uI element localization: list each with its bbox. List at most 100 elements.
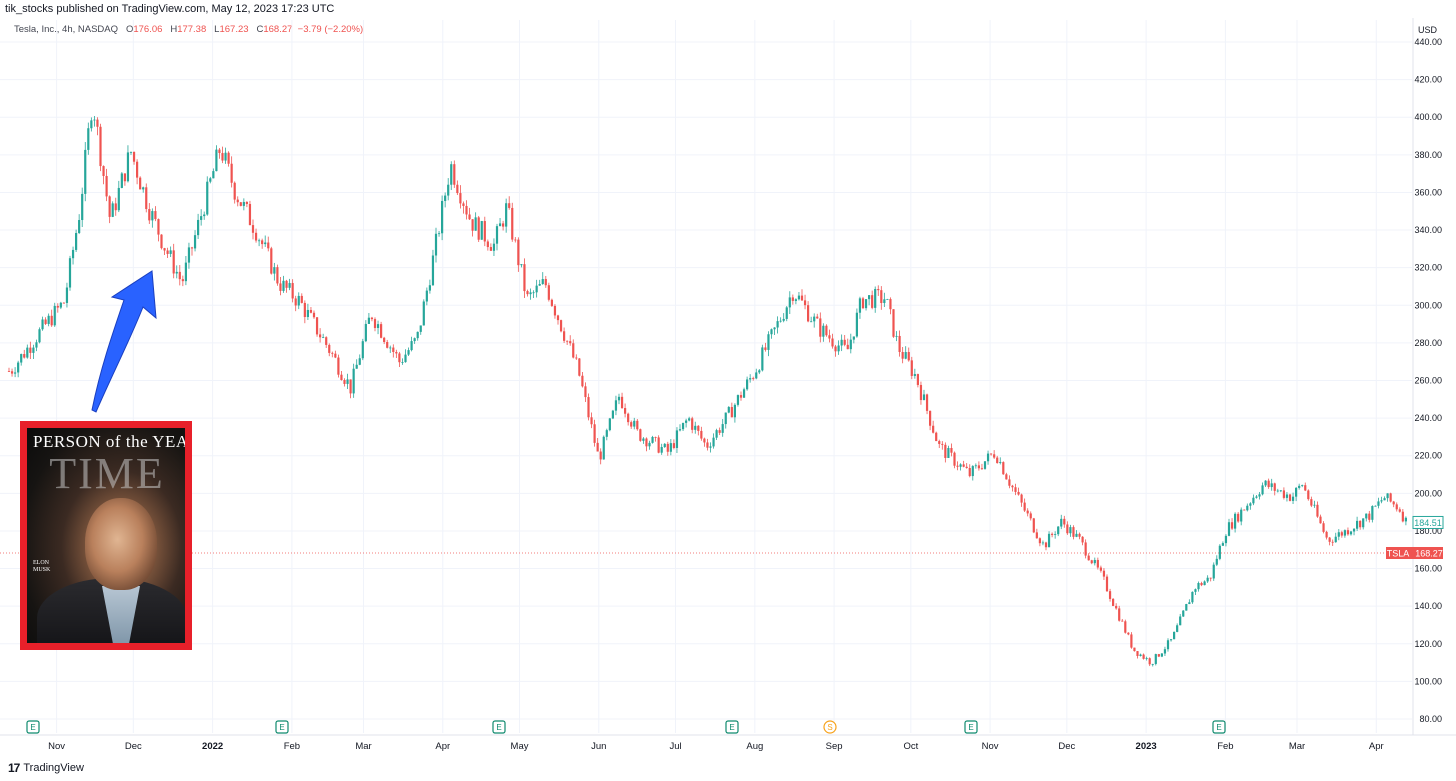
candle-body (929, 410, 932, 426)
x-tick-label: Sep (826, 741, 843, 752)
candle-body (78, 220, 81, 234)
candle-body (361, 341, 364, 359)
candle-body (855, 312, 858, 337)
candle-body (538, 284, 541, 286)
earnings-event-icon (1212, 720, 1226, 734)
candle-body (709, 446, 712, 448)
y-tick-label: 300.00 (1414, 300, 1442, 310)
candle-body (678, 429, 682, 431)
x-tick-label: 2023 (1136, 741, 1157, 752)
candle-body (602, 436, 605, 460)
candle-body (1371, 506, 1374, 520)
symbol-price-tag: TSLA (1387, 549, 1410, 559)
candle-body (508, 203, 511, 208)
candle-body (544, 279, 547, 286)
candle-body (1227, 522, 1231, 536)
candle-body (505, 203, 508, 227)
candle-body (10, 371, 14, 374)
candle-body (53, 305, 56, 326)
candle-body (1115, 605, 1118, 609)
candle-body (1295, 487, 1298, 497)
open-label: O (125, 24, 134, 35)
candle-body (203, 214, 206, 217)
candle-body (1331, 541, 1334, 543)
candle-body (746, 379, 749, 390)
candle-body (1069, 527, 1072, 534)
candle-body (111, 203, 114, 217)
x-tick-label: 2022 (202, 741, 223, 752)
candle-body (181, 279, 184, 282)
cover-face (85, 498, 157, 590)
candle-body (1301, 485, 1304, 486)
candle-body (834, 346, 837, 352)
candle-body (1218, 545, 1221, 559)
candle-body (300, 295, 303, 303)
time-cover-image: TIME PERSON of the YEAR ELON MUSK (20, 421, 192, 650)
candle-body (294, 298, 297, 306)
current-price-box (1386, 547, 1443, 560)
y-tick-label: 160.00 (1414, 564, 1442, 574)
candle-body (993, 454, 996, 458)
candle-body (35, 342, 38, 348)
candle-body (120, 173, 123, 188)
candle-body (380, 324, 383, 338)
candle-body (178, 271, 181, 280)
candle-body (1246, 505, 1249, 511)
candle-body (1096, 559, 1099, 568)
tradingview-logo[interactable]: 17 TradingView (8, 761, 84, 775)
candle-body (648, 442, 651, 447)
candle-body (1090, 560, 1093, 564)
candle-body (535, 285, 538, 293)
x-tick-label: Nov (982, 741, 999, 752)
candle-body (7, 371, 11, 372)
candle-body (459, 193, 462, 204)
candle-body (1008, 479, 1011, 486)
candle-body (1243, 509, 1246, 511)
candle-body (660, 447, 663, 453)
candle-body (486, 241, 489, 248)
x-tick-label: Mar (355, 741, 371, 752)
y-tick-label: 340.00 (1414, 225, 1442, 235)
candle-body (877, 289, 880, 291)
candle-body (1151, 663, 1154, 665)
candle-body (1173, 631, 1176, 640)
symbol-name[interactable]: Tesla, Inc., 4h, NASDAQ (14, 24, 119, 35)
candle-body (20, 354, 23, 363)
x-tick-label: Feb (1217, 741, 1233, 752)
candle-body (1215, 558, 1218, 565)
candle-body (282, 280, 285, 291)
candle-body (541, 279, 544, 285)
candle-body (233, 182, 236, 200)
candle-body (608, 418, 611, 431)
candle-body (1334, 536, 1337, 543)
y-tick-label: 400.00 (1414, 112, 1442, 122)
candle-body (675, 430, 679, 448)
candle-body (1060, 518, 1063, 527)
candle-body (404, 354, 407, 363)
candle-body (81, 193, 84, 221)
candle-body (563, 331, 566, 341)
candle-body (105, 175, 108, 197)
candle-body (462, 203, 465, 206)
candle-body (123, 173, 126, 182)
cover-photo: TIME PERSON of the YEAR ELON MUSK (27, 428, 185, 643)
candle-body (383, 337, 386, 343)
candle-body (251, 225, 255, 233)
candle-body (764, 347, 767, 350)
candle-body (681, 422, 685, 430)
candle-body (605, 430, 608, 437)
candle-body (526, 291, 529, 295)
candle-body (1386, 493, 1389, 499)
candle-body (578, 358, 581, 376)
candle-body (581, 375, 584, 387)
candle-body (163, 248, 166, 251)
candle-body (1182, 610, 1185, 617)
x-tick-label: Apr (1369, 741, 1384, 752)
candle-body (1389, 493, 1392, 502)
candle-body (691, 418, 694, 430)
candle-body (898, 335, 901, 353)
candle-body (1002, 462, 1005, 475)
candle-body (694, 425, 697, 430)
candle-body (373, 319, 377, 328)
